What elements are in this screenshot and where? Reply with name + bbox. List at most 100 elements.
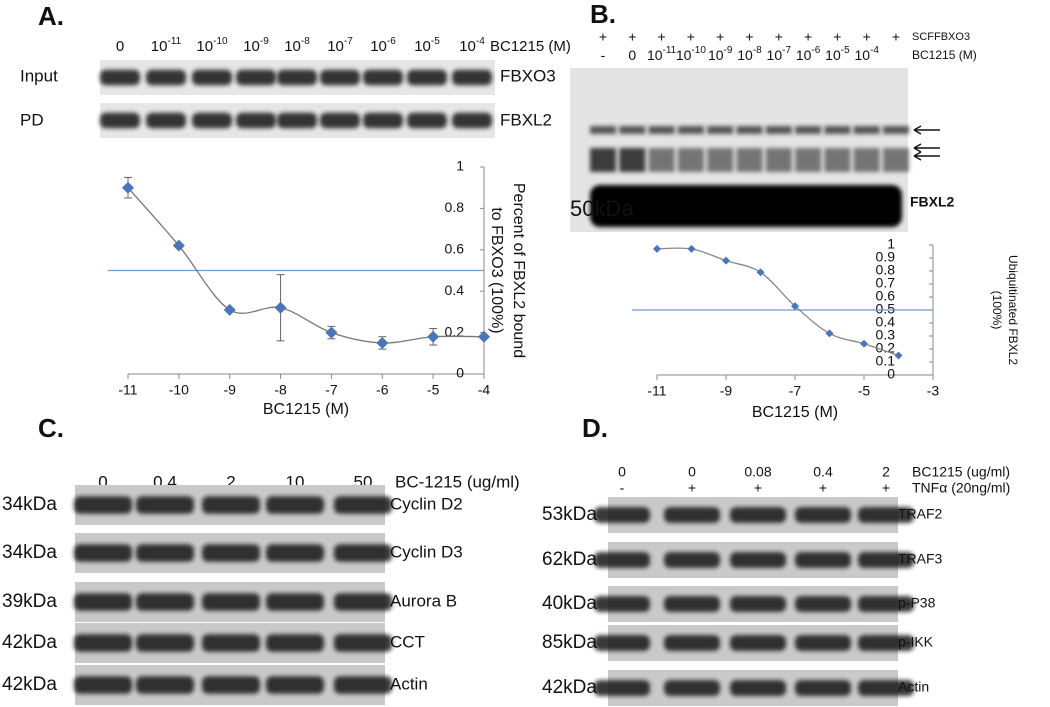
data-point	[325, 326, 338, 339]
lane-sign: +	[745, 29, 753, 45]
y-tick-label: 0.9	[876, 249, 896, 265]
y-axis-label: to FBXO3 (100%)	[488, 207, 505, 333]
label-exponent: -7	[782, 45, 791, 56]
label-exponent: -8	[753, 45, 762, 56]
blot-band	[594, 680, 650, 696]
x-tick-label: -4	[478, 382, 491, 398]
lane-label: 0.4	[813, 464, 833, 480]
lane-sign: +	[628, 29, 636, 45]
label-base: -	[601, 47, 606, 63]
lane-label: 10-11	[647, 45, 677, 63]
x-tick-label: -9	[223, 382, 236, 398]
y-tick-label: 1	[456, 158, 464, 174]
blot-band	[664, 507, 720, 523]
blot-band	[266, 544, 324, 562]
lane-sign: -	[620, 480, 625, 496]
label-base: 10	[708, 47, 724, 63]
panel-label: A.	[38, 1, 64, 31]
treatment-label: BC1215 (ug/ml)	[912, 464, 1010, 480]
blot-band	[320, 69, 360, 86]
lane-sign: +	[804, 29, 812, 45]
blot-band	[74, 496, 132, 514]
lane-sign: +	[688, 480, 696, 496]
size-label: 39kDa	[2, 591, 57, 612]
data-point	[172, 239, 185, 252]
blot-band	[266, 634, 324, 652]
x-tick-label: -6	[376, 382, 389, 398]
blot-band	[266, 676, 324, 694]
blot-band	[192, 112, 232, 129]
protein-label: TRAF3	[898, 551, 943, 567]
blot-band	[707, 126, 734, 134]
marker-label: 50kDa	[570, 196, 634, 221]
y-tick-label: 0.1	[876, 353, 896, 369]
y-axis-label: Percent of FBXL2 bound	[510, 183, 527, 358]
blot-band	[853, 148, 880, 172]
x-tick-label: -5	[427, 382, 440, 398]
data-point	[756, 268, 765, 277]
label-base: 10	[151, 38, 168, 55]
y-tick-label: 0.7	[876, 275, 896, 291]
data-point	[122, 181, 134, 194]
blot-band	[858, 635, 914, 651]
blot-band	[883, 148, 909, 172]
blot-band	[594, 552, 650, 568]
blot-band	[136, 544, 194, 562]
label-exponent: -7	[344, 36, 353, 47]
blot-band	[677, 126, 704, 134]
lane-label: 10-9	[243, 36, 269, 55]
lane-label: 10-8	[737, 45, 762, 63]
blot-band	[136, 496, 194, 514]
arrow-head	[913, 151, 922, 161]
lane-label: 2	[226, 472, 235, 491]
y-tick-label: 0.6	[445, 241, 465, 257]
lane-sign: +	[882, 480, 890, 496]
data-point	[653, 244, 661, 253]
protein-label: Cyclin D3	[390, 542, 463, 561]
size-label: 53kDa	[542, 504, 597, 525]
blot-band	[202, 496, 260, 514]
y-axis-label: Ubiquitinated FBXL2	[1006, 255, 1020, 365]
label-base: 10	[825, 47, 841, 63]
lane-sign: +	[658, 29, 666, 45]
blot-band	[334, 496, 392, 514]
label-exponent: -9	[260, 36, 269, 47]
blot-band	[858, 596, 914, 612]
arrow-head	[913, 125, 922, 135]
data-point	[722, 256, 730, 265]
protein-label: p-IKK	[898, 634, 934, 650]
label-base: 10	[796, 47, 812, 63]
y-tick-label: 0.6	[876, 288, 896, 304]
blot-band	[730, 596, 786, 612]
treatment-label: TNFα (20ng/ml)	[912, 480, 1010, 496]
data-point	[860, 339, 868, 348]
fit-curve	[656, 247, 899, 357]
blot-band	[334, 634, 392, 652]
data-point	[894, 351, 903, 360]
lane-label: 0	[618, 464, 626, 480]
lane-sign: +	[687, 29, 695, 45]
blot-band	[146, 112, 186, 129]
data-point	[687, 244, 696, 253]
y-tick-label: 0.3	[876, 327, 896, 343]
blot-band	[202, 544, 260, 562]
x-axis-label: BC1215 (M)	[752, 404, 838, 421]
y-tick-label: 0.2	[876, 340, 896, 356]
y-axis-label: (100%)	[990, 291, 1004, 330]
treatment-label: BC1215 (M)	[912, 48, 977, 62]
panel-label: C.	[38, 413, 64, 443]
size-label: 42kDa	[542, 677, 597, 698]
lane-label: -	[601, 47, 606, 63]
label-base: 10	[370, 38, 387, 55]
y-tick-label: 0.4	[445, 282, 465, 298]
blot-band	[648, 126, 675, 134]
blot-band	[74, 634, 132, 652]
blot-band	[594, 507, 650, 523]
blot-band	[619, 126, 646, 134]
lane-sign: +	[716, 29, 724, 45]
blot-band	[730, 552, 786, 568]
label-base: 0	[116, 38, 124, 55]
arrow-head	[913, 143, 922, 153]
size-label: 40kDa	[542, 593, 597, 614]
